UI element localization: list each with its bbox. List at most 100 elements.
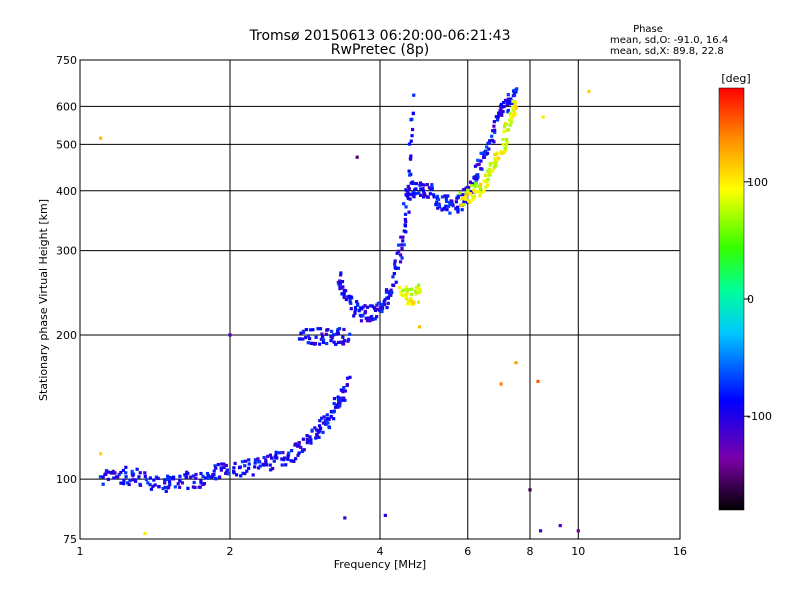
o-mode-point — [272, 459, 276, 463]
o-mode-point — [403, 224, 408, 228]
o-mode-point — [131, 474, 135, 478]
o-mode-point — [253, 458, 258, 462]
o-mode-point — [143, 471, 147, 475]
o-mode-point — [322, 415, 326, 419]
o-mode-point — [435, 194, 440, 198]
o-mode-point — [180, 481, 185, 485]
x-mode-point — [508, 123, 512, 127]
o-mode-point — [340, 279, 345, 284]
o-mode-point — [152, 478, 156, 482]
x-mode-point — [509, 120, 514, 124]
o-mode-point — [384, 290, 389, 294]
o-mode-point — [444, 197, 448, 201]
chart-title: Tromsø 20150613 06:20:00-06:21:43 — [249, 28, 511, 44]
o-mode-point — [387, 290, 391, 294]
o-mode-point — [157, 484, 161, 489]
x-mode-point — [513, 103, 517, 107]
o-mode-point — [122, 482, 126, 486]
o-mode-point — [317, 430, 321, 434]
o-mode-point — [262, 455, 266, 460]
o-mode-point — [390, 290, 394, 295]
o-mode-point — [477, 162, 481, 166]
o-mode-point — [313, 426, 317, 430]
o-mode-point — [450, 199, 454, 203]
o-mode-point — [380, 305, 384, 309]
o-mode-point — [444, 204, 448, 208]
o-mode-point — [315, 433, 319, 437]
x-mode-point — [399, 290, 403, 295]
x-mode-point — [474, 189, 478, 194]
x-mode-point — [485, 180, 489, 185]
o-mode-point — [280, 463, 284, 467]
o-mode-point — [247, 466, 251, 470]
o-mode-point — [213, 464, 217, 468]
colorbar-label: [deg] — [721, 72, 750, 85]
o-mode-point — [310, 428, 314, 432]
o-mode-point — [269, 456, 274, 460]
o-mode-point — [342, 327, 346, 332]
o-mode-point — [192, 480, 196, 485]
scatter-point — [558, 523, 562, 528]
o-mode-point — [199, 481, 203, 485]
x-axis-label: Frequency [MHz] — [334, 558, 426, 571]
o-mode-point — [502, 100, 506, 105]
x-mode-point — [417, 283, 421, 287]
x-mode-point — [470, 198, 474, 202]
o-mode-point — [410, 117, 414, 121]
o-mode-point — [199, 471, 203, 476]
o-mode-point — [197, 485, 201, 489]
o-mode-point — [476, 175, 480, 179]
o-mode-point — [294, 457, 298, 461]
o-mode-point — [332, 402, 336, 406]
o-mode-point — [199, 479, 203, 483]
o-mode-point — [341, 335, 345, 339]
x-mode-point — [462, 203, 466, 207]
o-mode-point — [492, 124, 496, 128]
o-mode-point — [308, 439, 312, 444]
x-mode-point — [502, 130, 506, 134]
o-mode-point — [432, 195, 436, 199]
o-mode-point — [341, 342, 346, 346]
o-mode-point — [334, 342, 338, 346]
x-mode-point — [488, 163, 492, 168]
x-mode-point — [505, 143, 509, 147]
o-mode-point — [338, 286, 342, 291]
x-mode-point — [483, 173, 488, 178]
o-mode-point — [251, 473, 255, 477]
x-mode-point — [486, 169, 490, 173]
o-mode-point — [400, 256, 404, 260]
o-mode-point — [407, 142, 412, 146]
o-mode-point — [235, 473, 239, 477]
x-mode-point — [484, 185, 488, 189]
o-mode-point — [409, 139, 413, 143]
o-mode-point — [378, 305, 382, 309]
scatter-point — [538, 529, 543, 533]
x-mode-point — [406, 302, 410, 306]
o-mode-point — [373, 317, 377, 321]
o-mode-point — [313, 341, 318, 346]
o-mode-point — [447, 200, 452, 205]
o-mode-point — [405, 194, 410, 198]
x-mode-point — [508, 111, 512, 115]
o-mode-point — [297, 441, 301, 445]
o-mode-point — [316, 327, 320, 331]
o-mode-point — [509, 97, 513, 101]
o-mode-point — [337, 327, 342, 331]
o-mode-point — [213, 476, 217, 481]
scatter-point — [143, 531, 147, 536]
o-mode-point — [492, 120, 496, 124]
o-mode-point — [290, 449, 294, 453]
o-mode-point — [258, 464, 262, 468]
x-mode-point — [482, 179, 486, 183]
o-mode-point — [380, 302, 384, 307]
o-mode-point — [106, 470, 110, 474]
o-mode-point — [512, 91, 517, 96]
o-mode-point — [296, 453, 300, 457]
o-mode-point — [349, 301, 353, 305]
x-mode-point — [404, 295, 408, 299]
o-mode-point — [338, 282, 342, 286]
x-mode-point — [464, 194, 468, 198]
o-mode-point — [168, 483, 172, 487]
o-mode-point — [329, 415, 333, 419]
o-mode-point — [512, 93, 517, 97]
